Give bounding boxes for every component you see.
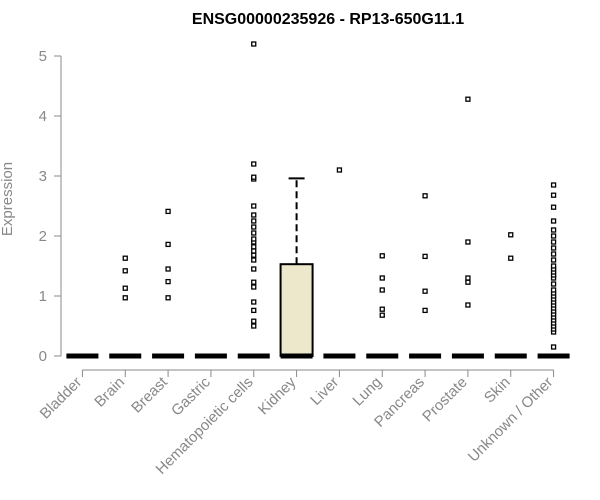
box-liver <box>323 167 356 359</box>
outlier-point <box>251 174 257 180</box>
outlier-point <box>422 193 428 199</box>
outlier-point <box>251 212 257 218</box>
box-lung <box>366 253 399 359</box>
outlier-point <box>165 266 171 272</box>
outlier-point <box>251 299 257 305</box>
outlier-point <box>550 257 557 263</box>
outlier-point <box>122 268 128 274</box>
outlier-point <box>379 312 385 318</box>
outlier-point <box>251 284 257 290</box>
outlier-point <box>251 252 257 258</box>
outlier-point <box>550 192 557 198</box>
box-kidney <box>279 177 314 359</box>
outlier-point <box>251 230 257 236</box>
y-tick-label: 0 <box>39 348 47 365</box>
outlier-point <box>251 318 257 324</box>
outlier-point <box>251 323 257 329</box>
outlier-point <box>508 232 514 238</box>
x-tick-label: Liver <box>307 374 342 409</box>
x-tick-label: Brain <box>91 374 128 411</box>
outlier-point <box>251 307 257 314</box>
outlier-point <box>251 236 257 242</box>
outlier-point <box>550 182 557 188</box>
outlier-point <box>422 307 428 314</box>
outlier-point <box>550 287 557 293</box>
outlier-point <box>550 239 557 245</box>
chart-title: ENSG00000235926 - RP13-650G11.1 <box>192 11 464 28</box>
outlier-point <box>251 161 257 167</box>
outlier-point <box>251 224 257 230</box>
box-unknown-other <box>537 182 570 359</box>
y-tick-label: 1 <box>39 288 47 305</box>
outlier-point <box>422 253 428 260</box>
outlier-point <box>251 244 257 250</box>
box-iqr <box>279 263 314 358</box>
outlier-point <box>165 278 171 285</box>
outlier-point <box>465 239 471 245</box>
outlier-point <box>251 41 257 47</box>
x-tick-label: Breast <box>128 373 171 416</box>
x-tick-label: Kidney <box>255 373 300 418</box>
outlier-point <box>550 281 557 287</box>
outlier-point <box>550 263 557 269</box>
x-tick-label: Prostate <box>419 374 471 426</box>
outlier-point <box>165 208 171 215</box>
outlier-point <box>251 218 257 224</box>
y-tick-label: 2 <box>39 228 47 245</box>
outlier-point <box>251 279 257 285</box>
outlier-point <box>508 255 514 261</box>
outlier-point <box>251 203 257 209</box>
outlier-point <box>165 241 171 248</box>
outlier-point <box>379 287 385 293</box>
boxes <box>66 41 570 359</box>
box-hematopoietic-cells <box>237 41 270 359</box>
outlier-point <box>122 285 128 291</box>
y-axis-label: Expression <box>0 162 16 236</box>
outlier-point <box>465 275 471 281</box>
outlier-point <box>550 227 557 233</box>
outlier-point <box>251 257 257 263</box>
outlier-point <box>379 306 385 312</box>
outlier-point <box>251 266 257 272</box>
box-pancreas <box>409 193 442 359</box>
x-tick-label: Skin <box>481 374 514 407</box>
box-brain <box>109 255 142 359</box>
outlier-point <box>465 279 471 285</box>
y-tick-label: 4 <box>39 108 47 125</box>
outlier-point <box>122 255 128 261</box>
outlier-point <box>550 204 557 210</box>
outlier-point <box>379 253 385 259</box>
outlier-point <box>465 302 471 308</box>
outlier-point <box>251 248 257 254</box>
x-tick-label: Lung <box>349 374 385 410</box>
y-tick-label: 5 <box>39 48 47 65</box>
x-tick-label: Bladder <box>37 374 86 423</box>
outlier-point <box>465 96 471 102</box>
outlier-point <box>122 295 128 301</box>
box-breast <box>152 208 185 359</box>
outlier-point <box>379 275 385 281</box>
y-tick-label: 3 <box>39 168 47 185</box>
outlier-point <box>550 251 557 257</box>
outlier-point <box>422 288 428 294</box>
box-prostate <box>451 96 484 359</box>
outlier-point <box>550 344 557 350</box>
outlier-point <box>550 218 557 224</box>
outlier-point <box>336 167 343 173</box>
outlier-point <box>550 245 557 251</box>
axes: 0 1 2 3 4 5 <box>39 48 554 371</box>
box-skin <box>494 232 527 359</box>
outlier-point <box>550 233 557 239</box>
outlier-point <box>165 295 171 301</box>
